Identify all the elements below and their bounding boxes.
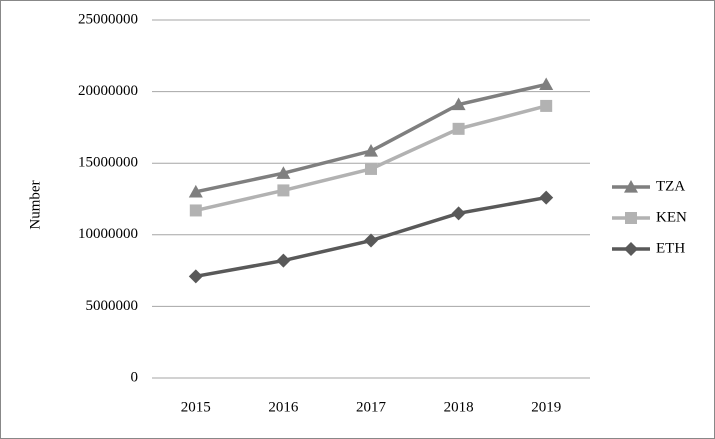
x-tick-label: 2015 <box>181 399 211 415</box>
legend-marker <box>624 180 638 193</box>
data-point <box>364 233 378 248</box>
data-point <box>364 144 378 157</box>
y-axis-label: Number <box>27 180 43 229</box>
legend-marker <box>625 212 637 224</box>
data-point <box>452 122 465 135</box>
data-point <box>188 184 203 198</box>
y-tick-label: 15000000 <box>78 155 138 171</box>
data-point <box>451 206 466 221</box>
legend-label: KEN <box>656 209 687 225</box>
legend-label: TZA <box>656 178 685 194</box>
data-point <box>540 99 553 112</box>
data-point <box>277 184 290 197</box>
y-tick-label: 10000000 <box>78 226 138 242</box>
data-point <box>539 190 554 205</box>
data-point <box>539 77 554 91</box>
data-point <box>276 166 291 179</box>
data-point <box>276 253 291 268</box>
data-point <box>451 97 466 111</box>
data-point <box>188 269 203 284</box>
x-tick-label: 2019 <box>531 399 561 415</box>
x-tick-label: 2018 <box>444 399 474 415</box>
y-tick-label: 20000000 <box>78 83 138 99</box>
legend-marker <box>624 242 638 256</box>
x-tick-label: 2017 <box>356 399 387 415</box>
legend-label: ETH <box>656 240 685 256</box>
data-point <box>189 204 202 217</box>
y-tick-label: 0 <box>131 369 139 385</box>
y-tick-label: 25000000 <box>78 11 138 27</box>
y-tick-label: 5000000 <box>86 298 139 314</box>
data-point <box>365 162 377 175</box>
x-tick-label: 2016 <box>268 399 299 415</box>
